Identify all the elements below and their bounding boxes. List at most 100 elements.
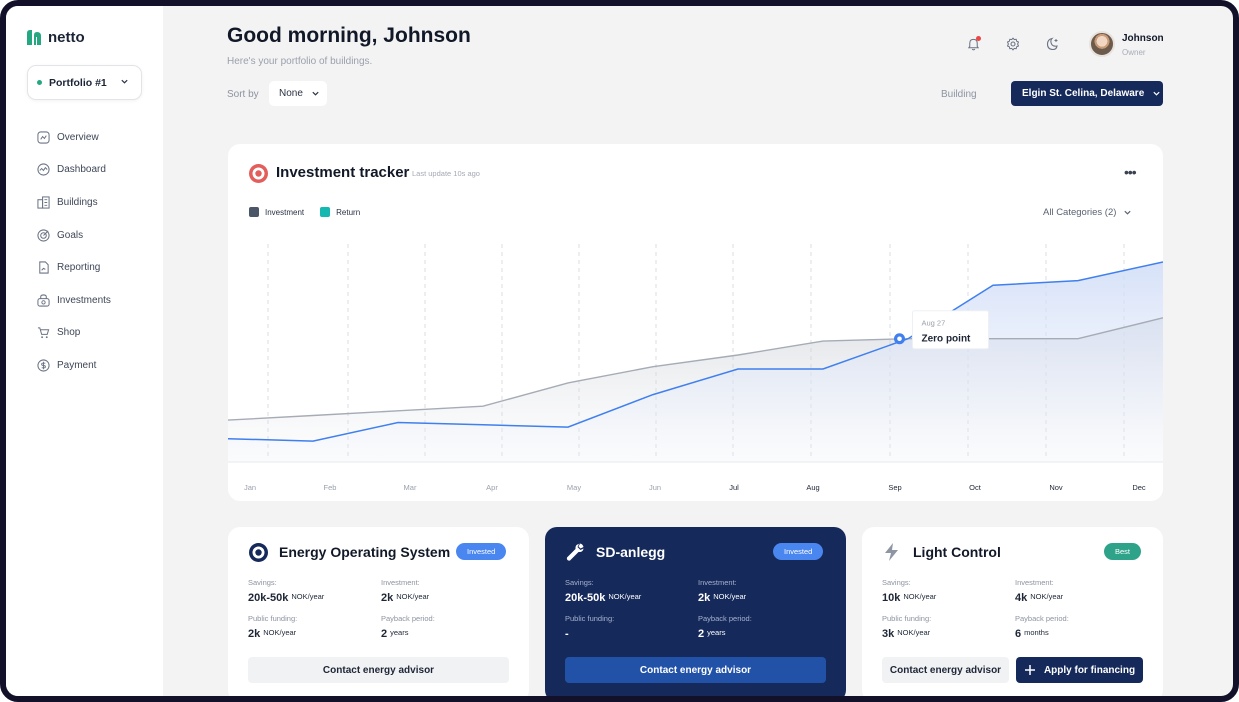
solution-card-energy-os: Energy Operating System Invested Savings… bbox=[228, 527, 529, 696]
savings-field: Savings: 10k NOK/year bbox=[882, 578, 1012, 604]
x-tick-label: Apr bbox=[486, 483, 498, 492]
return-area bbox=[228, 262, 1163, 462]
wrench-icon bbox=[566, 543, 584, 561]
contact-advisor-button[interactable]: Contact energy advisor bbox=[565, 657, 826, 683]
category-filter-value: All Categories (2) bbox=[1043, 207, 1117, 218]
notification-dot bbox=[976, 36, 981, 41]
field-label: Savings: bbox=[565, 578, 594, 587]
field-label: Public funding: bbox=[882, 614, 932, 623]
value-unit: NOK/year bbox=[903, 592, 937, 601]
value-number: 10k bbox=[882, 592, 901, 604]
value-number: 20k-50k bbox=[248, 592, 289, 604]
field-value: 3k NOK/year bbox=[882, 628, 1012, 640]
value-number: 2k bbox=[381, 592, 394, 604]
sidebar-item-label: Shop bbox=[57, 327, 81, 339]
sidebar-item-dashboard[interactable]: Dashboard bbox=[37, 154, 111, 187]
investment-field: Investment: 2k NOK/year bbox=[381, 578, 511, 604]
field-value: 4k NOK/year bbox=[1015, 592, 1145, 604]
value-unit: NOK/year bbox=[897, 628, 931, 637]
field-label: Public funding: bbox=[565, 614, 615, 623]
field-label: Investment: bbox=[698, 578, 737, 587]
chart-title: Investment tracker bbox=[276, 164, 410, 181]
x-tick-label: May bbox=[567, 483, 581, 492]
sidebar-item-shop[interactable]: Shop bbox=[37, 317, 111, 350]
value-number: 2 bbox=[698, 628, 705, 640]
x-tick-label: Nov bbox=[1049, 483, 1063, 492]
notifications-button[interactable] bbox=[963, 34, 983, 54]
category-filter-select[interactable]: All Categories (2) bbox=[1043, 207, 1132, 218]
value-number: 3k bbox=[882, 628, 895, 640]
sort-value: None bbox=[279, 88, 303, 99]
chevron-down-icon bbox=[1153, 91, 1160, 96]
sidebar-item-goals[interactable]: Goals bbox=[37, 219, 111, 252]
settings-button[interactable] bbox=[1003, 34, 1023, 54]
more-options-button[interactable]: ••• bbox=[1124, 164, 1137, 180]
field-value: 2k NOK/year bbox=[381, 592, 511, 604]
reporting-icon bbox=[39, 261, 49, 274]
legend-item-return[interactable]: Return bbox=[320, 207, 360, 217]
funding-field: Public funding: - bbox=[565, 614, 695, 640]
value-unit: NOK/year bbox=[263, 628, 297, 637]
field-label: Public funding: bbox=[248, 614, 298, 623]
avatar[interactable] bbox=[1089, 31, 1115, 57]
status-badge: Invested bbox=[773, 543, 824, 560]
value-unit: years bbox=[390, 628, 409, 637]
user-role: Owner bbox=[1122, 48, 1146, 57]
sidebar-item-label: Buildings bbox=[57, 196, 98, 208]
chevron-down-icon bbox=[312, 91, 319, 96]
value-number: 6 bbox=[1015, 628, 1022, 640]
chevron-down-icon bbox=[121, 79, 128, 84]
sidebar-item-investments[interactable]: Investments bbox=[37, 284, 111, 317]
theme-toggle-button[interactable] bbox=[1043, 34, 1063, 54]
sidebar-item-payment[interactable]: Payment bbox=[37, 349, 111, 382]
tooltip-label: Zero point bbox=[922, 334, 972, 345]
building-value: Elgin St. Celina, Delaware bbox=[1022, 88, 1145, 99]
value-unit: months bbox=[1024, 628, 1049, 637]
payback-field: Payback period: 2 years bbox=[698, 614, 828, 640]
page-title: Good morning, Johnson bbox=[227, 24, 471, 47]
sidebar-item-overview[interactable]: Overview bbox=[37, 121, 111, 154]
x-tick-label: Jan bbox=[244, 483, 256, 492]
x-tick-label: Jun bbox=[649, 483, 661, 492]
field-label: Investment: bbox=[381, 578, 420, 587]
apply-financing-button[interactable]: Apply for financing bbox=[1016, 657, 1143, 683]
field-label: Investment: bbox=[1015, 578, 1054, 587]
return-line bbox=[228, 261, 1163, 442]
sort-select[interactable]: None bbox=[269, 81, 327, 106]
overview-icon bbox=[37, 131, 50, 144]
sidebar-item-reporting[interactable]: Reporting bbox=[37, 251, 111, 284]
legend-item-investment[interactable]: Investment bbox=[249, 207, 304, 217]
apply-financing-label: Apply for financing bbox=[1043, 664, 1136, 676]
logo[interactable]: netto bbox=[26, 29, 85, 46]
value-number: 2k bbox=[698, 592, 711, 604]
field-value: 2k NOK/year bbox=[698, 592, 828, 604]
chevron-down-icon bbox=[1124, 210, 1132, 215]
funding-field: Public funding: 2k NOK/year bbox=[248, 614, 378, 640]
status-badge: Invested bbox=[456, 543, 507, 560]
x-tick-label: Sep bbox=[888, 483, 901, 492]
field-label: Payback period: bbox=[698, 614, 752, 623]
card-title: Light Control bbox=[913, 544, 1001, 560]
building-select[interactable]: Elgin St. Celina, Delaware bbox=[1011, 81, 1163, 106]
contact-advisor-button[interactable]: Contact energy advisor bbox=[882, 657, 1009, 683]
field-label: Payback period: bbox=[1015, 614, 1069, 623]
value-number: 2 bbox=[381, 628, 388, 640]
solution-card-sd-anlegg: SD-anlegg Invested Savings: 20k-50k NOK/y… bbox=[545, 527, 846, 696]
netto-logo-icon bbox=[27, 30, 41, 45]
legend-swatch bbox=[320, 207, 331, 217]
sidebar-item-label: Investments bbox=[57, 294, 111, 306]
investments-icon bbox=[37, 294, 50, 307]
portfolio-select[interactable]: Portfolio #1 bbox=[27, 65, 142, 100]
sort-label: Sort by bbox=[227, 89, 259, 100]
savings-field: Savings: 20k-50k NOK/year bbox=[565, 578, 695, 604]
value-unit: NOK/year bbox=[396, 592, 430, 601]
investment-field: Investment: 4k NOK/year bbox=[1015, 578, 1145, 604]
legend-swatch bbox=[249, 207, 259, 217]
contact-advisor-button[interactable]: Contact energy advisor bbox=[248, 657, 509, 683]
sidebar-item-label: Dashboard bbox=[57, 164, 106, 176]
value-number: 2k bbox=[248, 628, 261, 640]
field-label: Payback period: bbox=[381, 614, 435, 623]
chart-legend: Investment Return bbox=[249, 207, 360, 217]
sidebar-item-buildings[interactable]: Buildings bbox=[37, 186, 111, 219]
x-tick-label: Mar bbox=[404, 483, 417, 492]
